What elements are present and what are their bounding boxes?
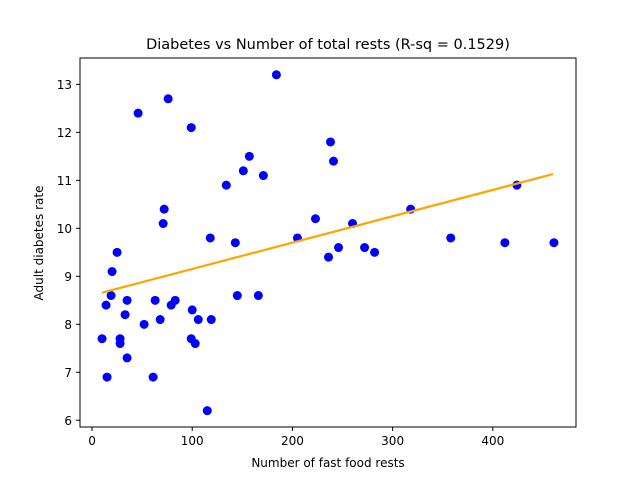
data-point bbox=[97, 334, 107, 344]
data-point bbox=[122, 353, 132, 363]
data-point bbox=[253, 291, 263, 301]
data-point bbox=[170, 295, 180, 305]
data-point bbox=[101, 300, 111, 310]
data-point bbox=[360, 243, 370, 253]
data-point bbox=[107, 267, 117, 277]
data-point bbox=[139, 319, 149, 329]
data-point bbox=[163, 94, 173, 104]
y-tick-label: 6 bbox=[64, 414, 72, 428]
data-point bbox=[159, 204, 169, 214]
data-point bbox=[232, 291, 242, 301]
y-tick-label: 10 bbox=[57, 222, 72, 236]
data-point bbox=[446, 233, 456, 243]
data-point bbox=[158, 219, 168, 229]
data-point bbox=[238, 166, 248, 176]
data-point bbox=[500, 238, 510, 248]
y-axis: 6 7 8 9 10 11 12 13 bbox=[57, 78, 80, 428]
y-tick-label: 12 bbox=[57, 126, 72, 140]
data-point bbox=[120, 310, 130, 320]
data-point bbox=[221, 180, 231, 190]
plot-frame bbox=[79, 57, 577, 428]
data-point bbox=[150, 295, 160, 305]
x-tick-label: 200 bbox=[281, 434, 304, 448]
regression-line bbox=[101, 173, 554, 294]
fit-line-layer bbox=[101, 173, 554, 294]
data-point bbox=[370, 247, 380, 257]
data-point bbox=[187, 305, 197, 315]
data-point bbox=[193, 315, 203, 325]
data-point bbox=[202, 406, 212, 416]
data-point bbox=[258, 171, 268, 181]
y-axis-label: Adult diabetes rate bbox=[32, 186, 46, 301]
data-point bbox=[155, 315, 165, 325]
x-axis-label: Number of fast food rests bbox=[251, 456, 404, 470]
data-point bbox=[186, 123, 196, 133]
data-point bbox=[206, 315, 216, 325]
plot-area bbox=[79, 57, 577, 428]
data-point bbox=[324, 252, 334, 262]
data-point bbox=[106, 291, 116, 301]
x-tick-label: 0 bbox=[88, 434, 96, 448]
data-point bbox=[102, 372, 112, 382]
y-tick-label: 7 bbox=[64, 366, 72, 380]
data-point bbox=[334, 243, 344, 253]
x-tick-label: 300 bbox=[381, 434, 404, 448]
data-point bbox=[205, 233, 215, 243]
data-point bbox=[115, 339, 125, 349]
x-tick-label: 400 bbox=[481, 434, 504, 448]
data-point bbox=[112, 247, 122, 257]
x-tick-label: 100 bbox=[181, 434, 204, 448]
y-tick-label: 13 bbox=[57, 78, 72, 92]
x-axis: 0 100 200 300 400 bbox=[88, 427, 504, 448]
data-point bbox=[326, 137, 336, 147]
data-point bbox=[329, 156, 339, 166]
points-layer bbox=[97, 70, 559, 416]
y-tick-label: 8 bbox=[64, 318, 72, 332]
data-point bbox=[244, 151, 254, 161]
data-point bbox=[122, 295, 132, 305]
data-point bbox=[549, 238, 559, 248]
chart-title: Diabetes vs Number of total rests (R-sq … bbox=[146, 37, 510, 53]
y-tick-label: 11 bbox=[57, 174, 72, 188]
data-point bbox=[230, 238, 240, 248]
data-point bbox=[190, 339, 200, 349]
data-point bbox=[271, 70, 281, 80]
y-tick-label: 9 bbox=[64, 270, 72, 284]
data-point bbox=[310, 214, 320, 224]
data-point bbox=[148, 372, 158, 382]
data-point bbox=[133, 108, 143, 118]
